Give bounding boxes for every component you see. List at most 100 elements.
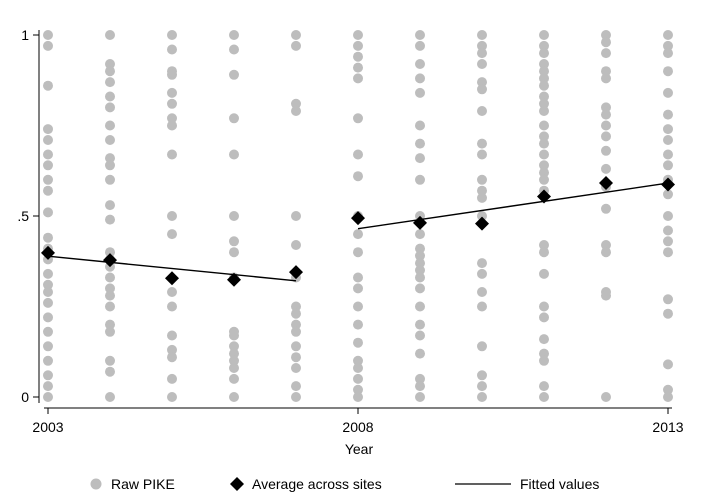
raw-pike-point-2009-19 (415, 330, 425, 341)
raw-pike-point-2007-0 (291, 30, 301, 40)
raw-pike-point-2003-14 (43, 279, 53, 290)
raw-pike-point-2006-10 (229, 330, 239, 341)
raw-pike-point-2010-9 (477, 174, 487, 185)
raw-pike-point-2013-16 (663, 294, 673, 305)
raw-pike-point-2013-4 (663, 87, 673, 98)
raw-pike-point-2004-8 (105, 153, 115, 164)
raw-pike-point-2004-20 (105, 319, 115, 330)
raw-pike-point-2013-12 (663, 211, 673, 221)
raw-pike-points (43, 30, 673, 402)
legend-fitted-label: Fitted values (520, 476, 599, 492)
raw-pike-point-2004-5 (105, 102, 115, 113)
raw-pike-point-2004-10 (105, 174, 115, 185)
raw-pike-point-2005-5 (167, 98, 177, 109)
raw-pike-point-2006-7 (229, 247, 239, 258)
raw-pike-point-2006-5 (229, 211, 239, 221)
raw-pike-point-2004-17 (105, 283, 115, 294)
raw-pike-point-2013-7 (663, 135, 673, 145)
raw-pike-point-2008-0 (353, 30, 363, 40)
raw-pike-point-2011-13 (539, 149, 549, 160)
raw-pike-point-2012-3 (601, 66, 611, 77)
raw-pike-point-2009-20 (415, 348, 425, 359)
raw-pike-point-2007-9 (291, 319, 301, 330)
raw-pike-point-2009-7 (415, 153, 425, 164)
raw-pike-point-2005-17 (167, 392, 177, 402)
raw-pike-point-2011-0 (539, 30, 549, 40)
raw-pike-point-2011-12 (539, 138, 549, 149)
raw-pike-point-2008-1 (353, 40, 363, 51)
raw-pike-point-2010-7 (477, 138, 487, 149)
raw-pike-point-2013-13 (663, 225, 673, 236)
raw-pike-point-2010-11 (477, 192, 487, 203)
raw-pike-point-2003-1 (43, 40, 53, 51)
raw-pike-point-2013-6 (663, 124, 673, 135)
raw-pike-point-2011-2 (539, 48, 549, 59)
legend-raw-pike-marker (90, 478, 102, 490)
raw-pike-point-2013-19 (663, 384, 673, 395)
raw-pike-point-2010-16 (477, 301, 487, 312)
raw-pike-point-2003-20 (43, 355, 53, 366)
legend-average-marker (230, 477, 244, 491)
raw-pike-point-2008-16 (353, 355, 363, 366)
raw-pike-point-2006-4 (229, 149, 239, 160)
raw-pike-point-2011-5 (539, 73, 549, 84)
raw-pike-point-2009-12 (415, 250, 425, 261)
raw-pike-point-2011-11 (539, 131, 549, 142)
raw-pike-point-2004-12 (105, 214, 115, 225)
raw-pike-point-2003-15 (43, 287, 53, 297)
raw-pike-point-2012-1 (601, 37, 611, 48)
raw-pike-point-2010-15 (477, 287, 487, 297)
average-point-2008 (351, 211, 365, 226)
average-point-2005 (165, 271, 179, 286)
raw-pike-point-2005-4 (167, 87, 177, 98)
raw-pike-point-2005-9 (167, 211, 177, 221)
raw-pike-point-2011-7 (539, 91, 549, 102)
raw-pike-point-2008-13 (353, 301, 363, 312)
raw-pike-point-2006-13 (229, 355, 239, 366)
raw-pike-point-2003-4 (43, 135, 53, 145)
raw-pike-point-2007-12 (291, 352, 301, 363)
raw-pike-point-2004-2 (105, 66, 115, 77)
raw-pike-point-2009-8 (415, 174, 425, 185)
raw-pike-point-2013-3 (663, 66, 673, 77)
raw-pike-point-2004-16 (105, 272, 115, 283)
legend-item-raw-pike: Raw PIKE (90, 476, 175, 492)
raw-pike-point-2012-4 (601, 73, 611, 84)
x-tick-label-2008: 2008 (342, 419, 373, 435)
x-tick-label-2003: 2003 (32, 419, 63, 435)
raw-pike-point-2012-5 (601, 102, 611, 113)
average-point-2007 (289, 265, 303, 280)
raw-pike-point-2012-9 (601, 145, 611, 156)
raw-pike-point-2008-20 (353, 392, 363, 402)
raw-pike-point-2007-3 (291, 106, 301, 116)
raw-pike-point-2013-8 (663, 149, 673, 160)
raw-pike-point-2003-5 (43, 149, 53, 160)
raw-pike-point-2004-7 (105, 135, 115, 145)
raw-pike-point-2013-20 (663, 392, 673, 402)
x-axis-label: Year (345, 441, 374, 457)
raw-pike-point-2010-6 (477, 106, 487, 116)
raw-pike-point-2008-9 (353, 229, 363, 240)
raw-pike-point-2004-22 (105, 355, 115, 366)
raw-pike-point-2006-15 (229, 373, 239, 384)
raw-pike-point-2013-17 (663, 308, 673, 319)
raw-pike-point-2006-2 (229, 69, 239, 80)
raw-pike-point-2008-17 (353, 363, 363, 373)
raw-pike-point-2011-21 (539, 301, 549, 312)
raw-pike-point-2004-9 (105, 160, 115, 171)
raw-pike-point-2006-6 (229, 236, 239, 247)
raw-pike-point-2012-13 (601, 240, 611, 250)
raw-pike-point-2004-4 (105, 91, 115, 102)
raw-pike-point-2005-15 (167, 352, 177, 363)
raw-pike-point-2011-26 (539, 381, 549, 392)
raw-pike-point-2010-0 (477, 30, 487, 40)
raw-pike-point-2013-2 (663, 48, 673, 59)
raw-pike-point-2011-16 (539, 174, 549, 185)
raw-pike-point-2009-14 (415, 265, 425, 276)
raw-pike-point-2003-16 (43, 297, 53, 308)
legend-item-fitted: Fitted values (455, 476, 599, 492)
raw-pike-point-2010-3 (477, 59, 487, 69)
raw-pike-point-2011-22 (539, 312, 549, 323)
raw-pike-point-2007-10 (291, 326, 301, 337)
raw-pike-point-2007-7 (291, 301, 301, 312)
